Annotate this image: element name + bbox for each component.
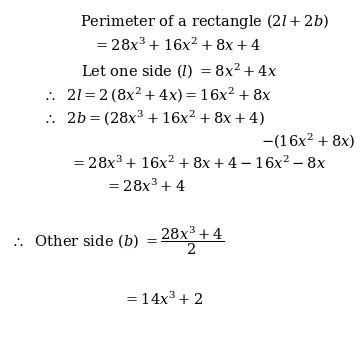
Text: $= 14x^3 + 2$: $= 14x^3 + 2$ <box>123 291 203 308</box>
Text: $= 28x^3 + 16x^2 + 8x + 4$: $= 28x^3 + 16x^2 + 8x + 4$ <box>93 36 261 54</box>
Text: $\therefore$  $2l = 2\,(8x^2 + 4x) = 16x^2 + 8x$: $\therefore$ $2l = 2\,(8x^2 + 4x) = 16x^… <box>43 85 271 104</box>
Text: $= 28x^3 + 16x^2 + 8x + 4 - 16x^2 - 8x$: $= 28x^3 + 16x^2 + 8x + 4 - 16x^2 - 8x$ <box>70 154 326 172</box>
Text: Let one side ($l$) $= 8x^2 + 4x$: Let one side ($l$) $= 8x^2 + 4x$ <box>82 61 277 80</box>
Text: $-(16x^2 + 8x)$: $-(16x^2 + 8x)$ <box>261 131 355 150</box>
Text: $= 28x^3 + 4$: $= 28x^3 + 4$ <box>105 177 185 194</box>
Text: $\therefore$  $2b = (28x^3 + 16x^2 + 8x + 4)$: $\therefore$ $2b = (28x^3 + 16x^2 + 8x +… <box>43 108 264 127</box>
Text: $\therefore$  Other side ($b$) $= \dfrac{28x^3 + 4}{2}$: $\therefore$ Other side ($b$) $= \dfrac{… <box>11 224 224 257</box>
Text: Perimeter of a rectangle ($2l + 2b$): Perimeter of a rectangle ($2l + 2b$) <box>80 12 329 31</box>
